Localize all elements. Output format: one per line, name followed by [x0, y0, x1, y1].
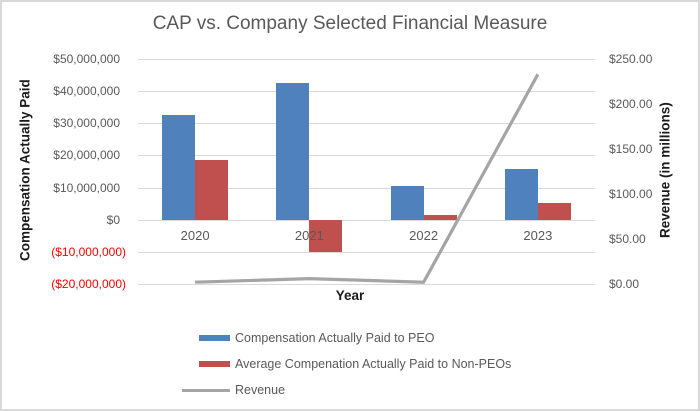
- legend-item-peo: Compensation Actually Paid to PEO: [182, 325, 511, 351]
- right-axis-title: Revenue (in millions): [657, 102, 673, 239]
- legend-label: Compensation Actually Paid to PEO: [235, 331, 435, 345]
- x-axis-title: Year: [335, 288, 365, 303]
- bar-non-peo-2023: [537, 203, 571, 220]
- left-axis-tick: $20,000,000: [53, 148, 120, 163]
- right-axis-tick: $50.00: [609, 232, 646, 246]
- gridline: [138, 59, 595, 60]
- bar-non-peo-2020: [195, 159, 229, 220]
- bar-peo-2022: [390, 186, 424, 220]
- left-axis-tick: ($10,000,000): [51, 244, 126, 259]
- legend-bar-swatch: [199, 335, 230, 341]
- gridline: [138, 91, 595, 93]
- gridline: [138, 155, 595, 157]
- legend-line-swatch: [182, 388, 230, 392]
- legend-item-non-peo: Average Compenation Actually Paid to Non…: [182, 351, 511, 377]
- legend: Compensation Actually Paid to PEO Average…: [182, 325, 511, 403]
- legend-label: Average Compenation Actually Paid to Non…: [235, 357, 512, 371]
- gridline: [138, 219, 595, 221]
- legend-swatch-box: [182, 388, 230, 392]
- left-axis-tick: $10,000,000: [53, 180, 120, 195]
- category-label-2020: 2020: [180, 228, 210, 243]
- category-label-2022: 2022: [409, 228, 439, 243]
- gridline: [138, 187, 595, 189]
- legend-label: Revenue: [235, 383, 286, 397]
- left-axis-tick: $0: [106, 212, 120, 227]
- revenue-line-path: [195, 73, 540, 284]
- left-axis-tick: $50,000,000: [53, 52, 120, 66]
- left-axis-tick: $40,000,000: [53, 84, 120, 99]
- bar-peo-2021: [276, 83, 310, 220]
- legend-swatch-box: [182, 361, 230, 367]
- gridline: [138, 284, 595, 285]
- right-axis-tick: $150.00: [609, 142, 653, 156]
- legend-bar-swatch: [199, 361, 230, 367]
- left-axis-tick: ($20,000,000): [51, 277, 126, 291]
- right-axis-tick: $0.00: [609, 277, 640, 291]
- category-label-2023: 2023: [523, 228, 553, 243]
- left-axis-tick: $30,000,000: [53, 116, 120, 131]
- gridline: [138, 251, 595, 253]
- legend-item-revenue: Revenue: [182, 377, 511, 403]
- bar-non-peo-2022: [423, 214, 457, 220]
- category-label-2021: 2021: [294, 228, 324, 243]
- revenue-line: [195, 73, 540, 284]
- chart-title: CAP vs. Company Selected Financial Measu…: [152, 13, 548, 34]
- right-axis-tick: $100.00: [609, 187, 653, 201]
- legend-swatch-box: [182, 335, 230, 341]
- bar-peo-2020: [162, 115, 196, 220]
- right-axis-tick: $250.00: [609, 52, 653, 66]
- bar-peo-2023: [504, 169, 538, 220]
- bar-non-peo-2021: [309, 219, 343, 253]
- gridline: [138, 123, 595, 125]
- right-axis-tick: $200.00: [609, 97, 653, 111]
